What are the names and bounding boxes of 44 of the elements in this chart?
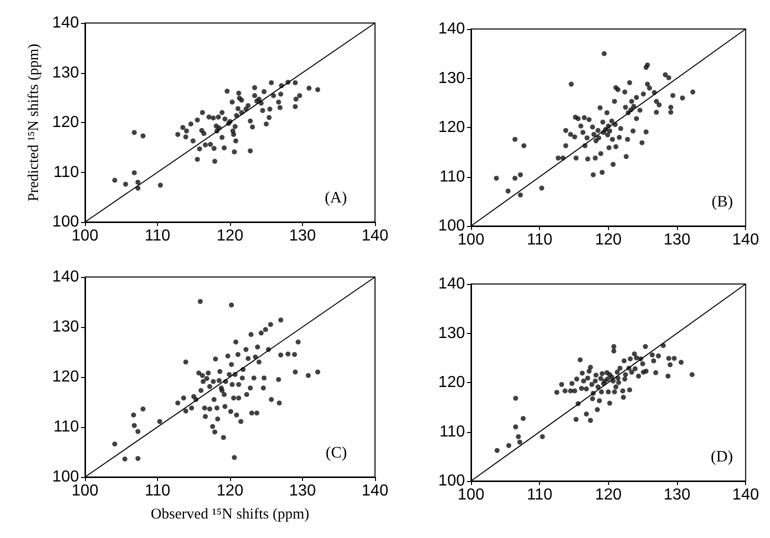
- x-tick-label: 120: [594, 232, 622, 248]
- x-tick-label: 120: [594, 486, 622, 504]
- x-tick-label: 130: [289, 228, 316, 244]
- y-tick-label: 100: [52, 214, 80, 230]
- y-tick-label: 110: [439, 423, 466, 440]
- x-axis-title: Observed ¹⁵N shifts (ppm): [150, 506, 310, 522]
- y-tick-label: 130: [52, 64, 80, 82]
- x-tick-label: 100: [458, 232, 484, 248]
- y-tick-label: 130: [438, 70, 466, 87]
- x-tick-label: 140: [732, 232, 760, 248]
- x-tick-label: 110: [144, 482, 170, 500]
- annotation: (A): [324, 190, 347, 206]
- y-tick-label: 120: [438, 119, 466, 136]
- x-tick-label: 110: [526, 486, 553, 504]
- annotation: (D): [710, 448, 733, 466]
- x-tick-label: 100: [72, 482, 98, 500]
- x-tick-label: 110: [526, 232, 553, 248]
- y-tick-label: 120: [438, 374, 466, 391]
- y-tick-label: 110: [53, 164, 80, 181]
- x-tick-label: 120: [216, 482, 244, 500]
- x-tick-label: 130: [664, 486, 690, 504]
- x-tick-label: 140: [362, 482, 388, 500]
- y-tick-label: 100: [52, 468, 80, 486]
- x-tick-label: 110: [144, 228, 170, 244]
- y-tick-label: 130: [438, 324, 466, 342]
- annotation: (C): [326, 444, 347, 462]
- x-tick-label: 100: [72, 228, 98, 244]
- y-tick-label: 110: [53, 418, 80, 436]
- y-tick-label: 140: [52, 268, 80, 286]
- y-tick-label: 140: [52, 14, 80, 32]
- y-tick-label: 120: [52, 368, 80, 386]
- y-tick-label: 110: [439, 168, 466, 186]
- x-tick-label: 130: [664, 232, 690, 248]
- x-tick-label: 130: [289, 482, 316, 500]
- x-tick-label: 120: [216, 228, 244, 244]
- x-tick-label: 100: [458, 486, 484, 504]
- annotation: (B): [712, 194, 733, 210]
- y-tick-label: 120: [52, 114, 80, 131]
- y-tick-label: 130: [52, 318, 80, 336]
- x-tick-label: 140: [362, 228, 388, 244]
- y-tick-label: 140: [438, 276, 466, 292]
- y-axis-title: Predicted ¹⁵N shifts (ppm): [26, 44, 42, 202]
- x-tick-label: 140: [732, 486, 760, 504]
- y-tick-label: 140: [438, 20, 466, 38]
